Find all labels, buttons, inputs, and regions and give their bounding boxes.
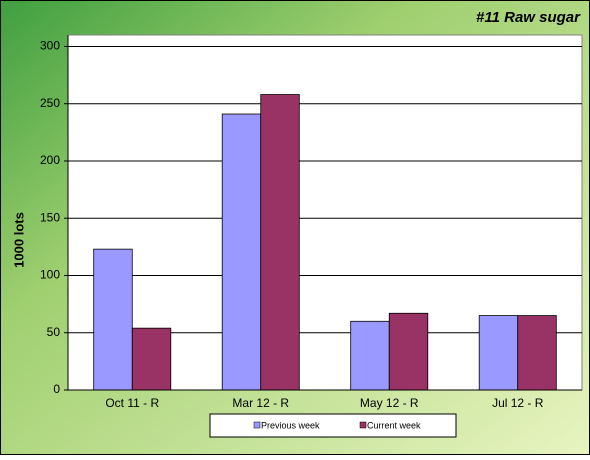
bar bbox=[478, 315, 519, 391]
x-tick-label: Mar 12 - R bbox=[232, 396, 289, 410]
legend-swatch bbox=[253, 421, 261, 429]
y-tick-label: 300 bbox=[40, 39, 60, 53]
x-tick-label: May 12 - R bbox=[360, 396, 419, 410]
y-tick-label: 200 bbox=[40, 153, 60, 167]
legend-box bbox=[209, 413, 457, 438]
bar bbox=[350, 320, 390, 391]
chart-title: #11 Raw sugar bbox=[476, 9, 581, 26]
bar bbox=[131, 327, 172, 391]
y-tick-label: 100 bbox=[40, 268, 60, 282]
bar bbox=[517, 315, 557, 391]
y-tick-label: 150 bbox=[40, 210, 60, 224]
legend-swatch bbox=[359, 421, 367, 429]
x-tick-label: Jul 12 - R bbox=[492, 396, 544, 410]
y-tick-label: 250 bbox=[40, 96, 60, 110]
bar bbox=[388, 312, 429, 391]
legend-label: Previous week bbox=[261, 420, 320, 430]
bar bbox=[260, 94, 300, 391]
y-tick-label: 0 bbox=[53, 382, 60, 396]
x-tick-label: Oct 11 - R bbox=[105, 396, 159, 410]
bar bbox=[221, 113, 262, 391]
y-axis-label: 1000 lots bbox=[11, 212, 26, 268]
y-tick-label: 50 bbox=[47, 325, 61, 339]
legend-label: Current week bbox=[367, 420, 421, 430]
bar bbox=[93, 248, 133, 391]
